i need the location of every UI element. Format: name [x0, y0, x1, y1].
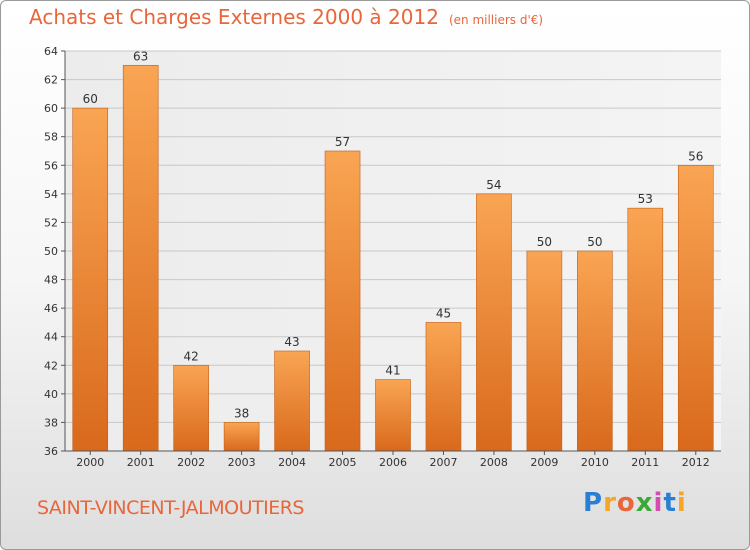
bar	[526, 250, 563, 452]
logo-letter: r	[603, 488, 617, 518]
x-tick-label: 2002	[177, 456, 205, 469]
bar-value-label: 41	[385, 364, 400, 378]
y-tick-label: 58	[44, 131, 58, 144]
x-tick-label: 2011	[631, 456, 659, 469]
bar	[223, 422, 260, 452]
bar-value-label: 43	[284, 335, 299, 349]
bar	[173, 364, 209, 452]
y-tick-label: 36	[44, 445, 58, 458]
bar-value-label: 42	[184, 349, 199, 363]
y-tick-label: 38	[44, 416, 58, 429]
commune-name: SAINT-VINCENT-JALMOUTIERS	[37, 497, 305, 519]
bar	[72, 107, 109, 452]
x-tick-label: 2009	[530, 456, 558, 469]
bar-value-label: 45	[436, 306, 451, 320]
bar	[425, 322, 462, 452]
x-tick-label: 2003	[228, 456, 256, 469]
bar	[627, 207, 664, 452]
logo-letter: i	[676, 488, 687, 518]
x-tick-label: 2012	[682, 456, 710, 469]
chart-title: Achats et Charges Externes 2000 à 2012 (e…	[29, 5, 543, 29]
bar-value-label: 60	[83, 92, 98, 106]
y-tick-label: 44	[44, 331, 58, 344]
y-tick-label: 50	[44, 245, 58, 258]
bar-value-label: 53	[638, 192, 653, 206]
bar	[375, 379, 411, 452]
x-tick-label: 2007	[429, 456, 457, 469]
bar	[324, 150, 361, 452]
proxiti-logo: Proxiti	[583, 488, 687, 518]
bar-value-label: 38	[234, 406, 249, 420]
bar	[677, 164, 714, 452]
bar	[122, 64, 159, 452]
x-tick-label: 2001	[127, 456, 155, 469]
y-tick-label: 40	[44, 388, 58, 401]
y-tick-label: 42	[44, 359, 58, 372]
x-tick-label: 2006	[379, 456, 407, 469]
x-tick-label: 2008	[480, 456, 508, 469]
y-tick-label: 54	[44, 188, 58, 201]
bar	[577, 250, 613, 452]
logo-letter: P	[583, 488, 604, 518]
bar-value-label: 50	[537, 235, 552, 249]
x-tick-label: 2005	[329, 456, 357, 469]
bar-value-label: 56	[688, 149, 703, 163]
logo-letter: x	[635, 488, 654, 518]
logo-letter: i	[653, 488, 664, 518]
bar-value-label: 54	[486, 178, 501, 192]
logo-letter: t	[663, 488, 677, 518]
y-tick-label: 52	[44, 216, 58, 229]
y-tick-label: 46	[44, 302, 58, 315]
y-tick-label: 60	[44, 102, 58, 115]
y-tick-label: 56	[44, 159, 58, 172]
y-tick-label: 62	[44, 74, 58, 87]
title-text: Achats et Charges Externes 2000 à 2012	[29, 5, 439, 29]
x-tick-label: 2000	[76, 456, 104, 469]
bar-value-label: 50	[587, 235, 602, 249]
logo-letter: o	[616, 488, 636, 518]
y-tick-label: 48	[44, 274, 58, 287]
bar-value-label: 63	[133, 49, 148, 63]
bar	[476, 193, 512, 452]
bar	[274, 350, 310, 452]
bar-value-label: 57	[335, 135, 350, 149]
x-tick-label: 2004	[278, 456, 306, 469]
x-tick-label: 2010	[581, 456, 609, 469]
chart-subtitle: (en milliers d'€)	[448, 13, 544, 27]
y-tick-label: 64	[44, 45, 58, 58]
